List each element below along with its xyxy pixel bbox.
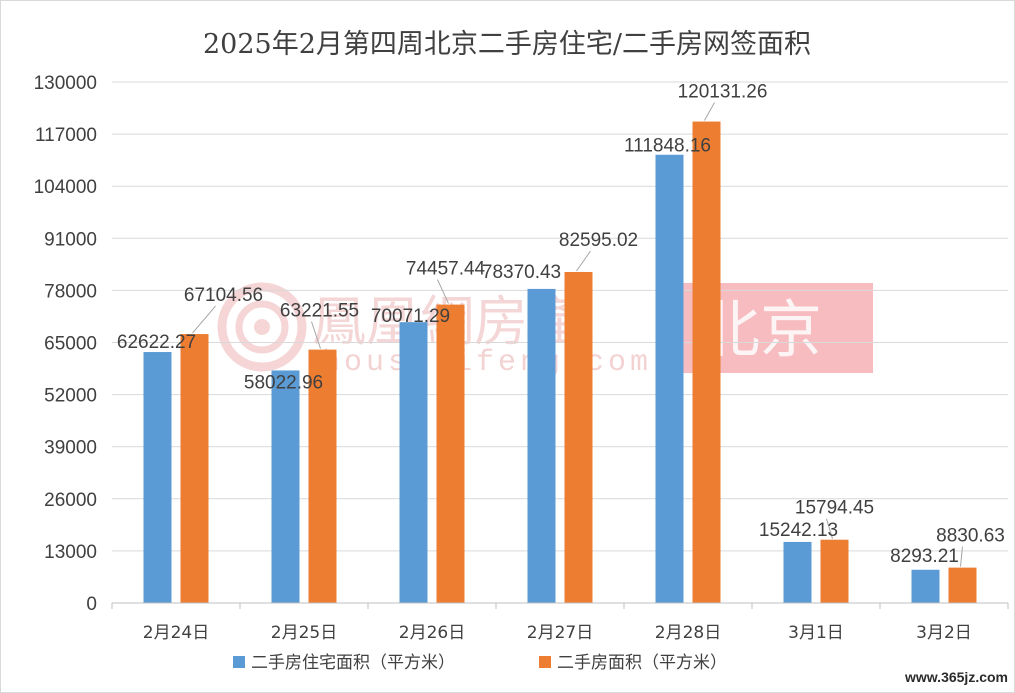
gridlines xyxy=(112,81,1008,604)
y-tick-label: 39000 xyxy=(44,438,97,459)
label-total-0: 67104.56 xyxy=(184,285,263,306)
bar-total-3 xyxy=(564,271,593,603)
data-labels: 62622.27 58022.96 70071.29 78370.43 111848.1… xyxy=(117,82,1005,567)
bar-residential-1 xyxy=(271,370,300,603)
x-tick-label: 2月28日 xyxy=(655,623,721,643)
bar-residential-4 xyxy=(655,154,684,603)
x-tick-label: 2月25日 xyxy=(271,623,337,643)
y-tick-label: 13000 xyxy=(44,542,97,563)
bar-total-2 xyxy=(436,304,465,603)
y-tick-label: 104000 xyxy=(34,177,97,198)
leader-line xyxy=(704,102,715,121)
label-total-4: 120131.26 xyxy=(678,82,768,103)
y-tick-label: 0 xyxy=(86,594,97,615)
y-tick-label: 130000 xyxy=(34,73,97,94)
legend-label: 二手房面积（平方米） xyxy=(557,653,727,673)
bar-residential-2 xyxy=(399,322,428,603)
label-total-2: 74457.44 xyxy=(406,259,486,280)
y-tick-label: 52000 xyxy=(44,386,97,407)
y-tick-label: 26000 xyxy=(44,490,97,511)
bar-total-4 xyxy=(692,121,721,603)
label-total-5: 15794.45 xyxy=(795,498,874,519)
watermark-en: house.ifeng.com xyxy=(322,346,652,380)
label-total-1: 63221.55 xyxy=(280,301,359,322)
y-tick-label: 117000 xyxy=(35,125,97,146)
x-tick-label: 3月2日 xyxy=(916,623,972,643)
label-residential-0: 62622.27 xyxy=(117,332,196,353)
bar-residential-6 xyxy=(911,569,940,603)
bar-total-0 xyxy=(180,334,209,603)
bar-residential-5 xyxy=(783,541,812,603)
label-residential-1: 58022.96 xyxy=(244,372,323,393)
y-tick-label: 65000 xyxy=(44,334,97,355)
y-tick-label: 78000 xyxy=(44,281,97,302)
legend-label: 二手房住宅面积（平方米） xyxy=(251,653,455,673)
label-residential-3: 78370.43 xyxy=(482,262,561,283)
label-residential-5: 15242.13 xyxy=(759,520,838,541)
legend: 二手房住宅面积（平方米） 二手房面积（平方米） xyxy=(233,653,727,673)
x-tick-label: 2月26日 xyxy=(399,623,465,643)
legend-swatch xyxy=(539,656,551,668)
y-axis: 0 13000 26000 39000 52000 65000 78000 91000 1040… xyxy=(34,73,97,615)
label-total-6: 8830.63 xyxy=(936,526,1005,547)
bar-total-1 xyxy=(308,349,337,603)
label-residential-2: 70071.29 xyxy=(371,306,450,327)
label-residential-6: 8293.21 xyxy=(890,546,959,567)
chart-title: 2025年2月第四周北京二手房住宅/二手房网签面积 xyxy=(203,29,811,60)
ifeng-logo-icon xyxy=(217,282,307,372)
x-tick-label: 3月1日 xyxy=(788,623,844,643)
leader-line xyxy=(311,321,321,349)
legend-swatch xyxy=(233,656,245,668)
bar-residential-3 xyxy=(527,288,556,603)
x-axis: 2月24日 2月25日 2月26日 2月27日 2月28日 3月1日 3月2日 xyxy=(111,602,1009,643)
leader-line xyxy=(437,279,449,304)
bars xyxy=(143,121,977,603)
y-tick-label: 91000 xyxy=(44,229,97,250)
x-tick-label: 2月27日 xyxy=(527,623,593,643)
label-total-3: 82595.02 xyxy=(559,230,638,251)
bar-total-6 xyxy=(948,567,977,603)
bar-total-5 xyxy=(820,539,849,603)
x-tick-label: 2月24日 xyxy=(143,623,209,643)
label-leader-lines xyxy=(192,102,963,567)
leader-line xyxy=(192,305,216,334)
bar-residential-0 xyxy=(143,352,172,603)
leader-line xyxy=(960,546,963,567)
label-residential-4: 111848.16 xyxy=(624,136,711,157)
leader-line xyxy=(826,518,833,539)
corner-watermark: www.365jz.com xyxy=(904,669,1008,685)
leader-line xyxy=(576,250,591,272)
